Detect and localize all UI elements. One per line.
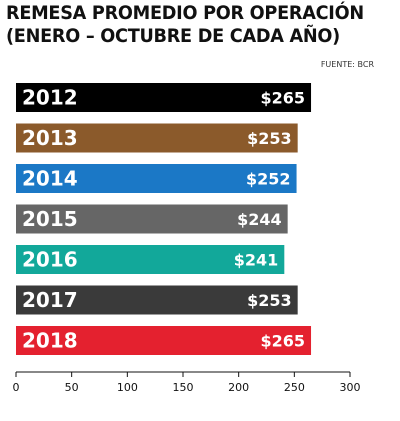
bar-2015 <box>16 204 288 234</box>
bar-category-label: 2012 <box>22 86 78 110</box>
bar-category-label: 2016 <box>22 248 78 272</box>
x-tick-label: 200 <box>228 381 249 394</box>
x-tick-label: 250 <box>284 381 305 394</box>
bar-value-label: $253 <box>247 129 292 148</box>
chart-title: REMESA PROMEDIO POR OPERACIÓN (ENERO – O… <box>6 2 371 48</box>
bar-value-label: $244 <box>237 210 282 229</box>
bar-value-label: $253 <box>247 291 292 310</box>
bar-category-label: 2018 <box>22 329 78 353</box>
bar-value-label: $252 <box>246 170 291 189</box>
bar-2017 <box>16 285 298 315</box>
bar-category-label: 2017 <box>22 288 78 312</box>
x-tick-label: 300 <box>340 381 361 394</box>
x-tick-label: 50 <box>65 381 79 394</box>
bar-2013 <box>16 123 298 153</box>
bar-2014 <box>16 164 297 193</box>
x-tick-label: 150 <box>173 381 194 394</box>
bar-2012 <box>16 83 312 112</box>
chart-subtitle: (ENERO – OCTUBRE DE CADA AÑO) <box>6 25 340 47</box>
chart-title-line: REMESA PROMEDIO POR OPERACIÓN <box>6 2 364 24</box>
x-tick-label: 0 <box>13 381 20 394</box>
chart-source: FUENTE: BCR <box>320 60 374 69</box>
bar-category-label: 2013 <box>22 126 78 150</box>
bar-2016 <box>16 245 285 274</box>
bar-category-label: 2014 <box>22 167 78 191</box>
x-tick-label: 100 <box>117 381 138 394</box>
bar-value-label: $265 <box>261 89 306 108</box>
bar-value-label: $265 <box>261 332 306 351</box>
bar-2018 <box>16 326 312 355</box>
bar-category-label: 2015 <box>22 207 78 231</box>
bar-value-label: $241 <box>234 251 279 270</box>
